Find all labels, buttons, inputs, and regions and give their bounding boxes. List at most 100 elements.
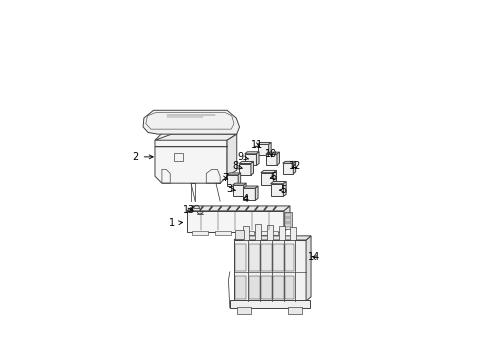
Text: 14: 14 xyxy=(307,252,320,262)
Circle shape xyxy=(246,207,248,209)
Polygon shape xyxy=(243,183,245,196)
Polygon shape xyxy=(256,152,259,166)
Circle shape xyxy=(220,206,222,207)
Circle shape xyxy=(218,208,220,210)
Circle shape xyxy=(244,209,246,211)
Circle shape xyxy=(236,208,238,210)
Circle shape xyxy=(235,209,237,211)
Polygon shape xyxy=(273,170,276,185)
Text: 7: 7 xyxy=(222,174,228,184)
Bar xyxy=(235,276,246,299)
Circle shape xyxy=(200,208,202,210)
Polygon shape xyxy=(186,206,289,211)
Polygon shape xyxy=(255,186,258,201)
Circle shape xyxy=(218,208,220,210)
Polygon shape xyxy=(289,227,295,240)
Polygon shape xyxy=(244,152,259,154)
Polygon shape xyxy=(278,226,285,240)
Bar xyxy=(235,244,246,270)
Polygon shape xyxy=(265,152,279,154)
Circle shape xyxy=(192,207,194,208)
Circle shape xyxy=(264,208,265,210)
Polygon shape xyxy=(232,185,243,196)
Bar xyxy=(284,223,290,227)
Circle shape xyxy=(201,207,203,208)
Circle shape xyxy=(227,208,229,210)
Circle shape xyxy=(202,206,203,207)
Polygon shape xyxy=(155,133,226,183)
Circle shape xyxy=(256,207,258,208)
Polygon shape xyxy=(226,173,240,175)
Polygon shape xyxy=(239,163,250,175)
Bar xyxy=(261,244,272,270)
Circle shape xyxy=(191,208,193,210)
Polygon shape xyxy=(265,154,276,165)
Circle shape xyxy=(238,206,240,207)
Bar xyxy=(191,231,208,235)
Circle shape xyxy=(190,209,191,211)
Circle shape xyxy=(220,207,221,208)
Polygon shape xyxy=(143,110,239,134)
Circle shape xyxy=(265,206,267,207)
Polygon shape xyxy=(268,143,270,156)
Polygon shape xyxy=(155,134,236,140)
Circle shape xyxy=(273,208,275,210)
Text: 9: 9 xyxy=(237,152,248,162)
Polygon shape xyxy=(226,175,238,186)
Circle shape xyxy=(272,208,274,210)
Polygon shape xyxy=(233,240,305,301)
Text: 13: 13 xyxy=(183,205,195,215)
Polygon shape xyxy=(255,224,261,240)
Bar xyxy=(284,276,293,299)
Polygon shape xyxy=(243,226,248,240)
Circle shape xyxy=(193,206,194,207)
Polygon shape xyxy=(283,181,285,197)
Circle shape xyxy=(200,208,201,210)
Bar xyxy=(261,276,272,299)
Text: 11: 11 xyxy=(250,140,263,150)
Circle shape xyxy=(237,208,238,210)
Circle shape xyxy=(199,209,201,211)
Circle shape xyxy=(209,208,211,210)
Circle shape xyxy=(247,207,248,208)
Bar xyxy=(287,307,301,314)
Polygon shape xyxy=(232,183,245,185)
Bar xyxy=(272,276,284,299)
Circle shape xyxy=(227,208,228,210)
Circle shape xyxy=(211,206,212,207)
Circle shape xyxy=(191,207,193,209)
Polygon shape xyxy=(276,152,279,165)
Bar xyxy=(214,231,231,235)
Bar xyxy=(284,212,292,229)
Text: 8: 8 xyxy=(232,161,242,171)
Circle shape xyxy=(245,208,247,210)
Circle shape xyxy=(190,208,192,210)
Text: 10: 10 xyxy=(264,149,277,159)
Circle shape xyxy=(219,207,221,209)
Polygon shape xyxy=(257,144,268,156)
Circle shape xyxy=(208,209,210,211)
Polygon shape xyxy=(250,162,253,175)
Polygon shape xyxy=(284,206,289,232)
Circle shape xyxy=(274,207,276,208)
Bar xyxy=(237,231,254,235)
Polygon shape xyxy=(260,170,276,173)
Bar xyxy=(248,276,259,299)
Bar xyxy=(272,244,284,270)
Circle shape xyxy=(255,208,257,210)
Polygon shape xyxy=(238,173,240,186)
Polygon shape xyxy=(226,134,236,176)
Polygon shape xyxy=(293,161,295,174)
Circle shape xyxy=(247,206,249,207)
Circle shape xyxy=(237,207,239,209)
Polygon shape xyxy=(239,162,253,163)
Circle shape xyxy=(274,207,275,209)
Circle shape xyxy=(272,209,274,211)
Circle shape xyxy=(238,207,239,208)
Polygon shape xyxy=(243,188,255,201)
Circle shape xyxy=(257,206,258,207)
Text: 3: 3 xyxy=(226,184,235,194)
Text: 2: 2 xyxy=(132,152,153,162)
Bar xyxy=(284,219,290,222)
Circle shape xyxy=(254,209,255,211)
